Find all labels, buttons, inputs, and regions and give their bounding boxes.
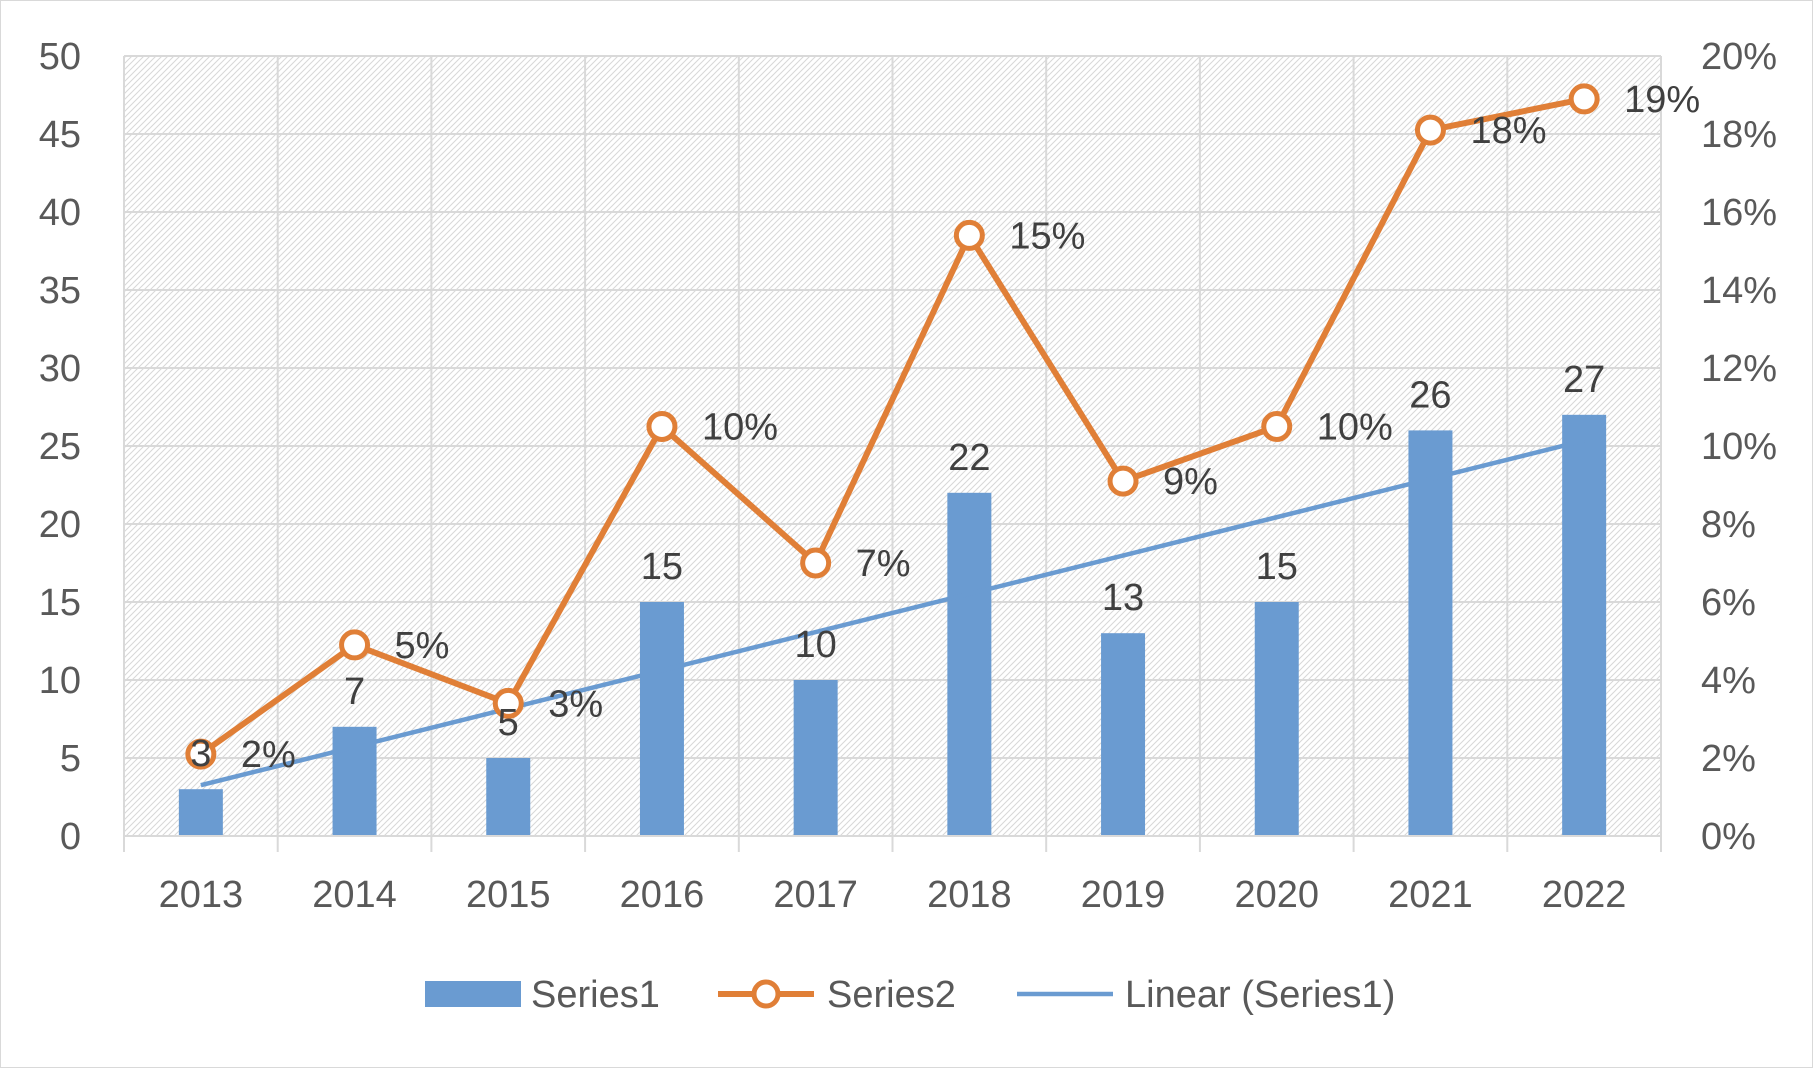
series2-marker	[1568, 83, 1600, 115]
x-axis-tick-label: 2022	[1542, 874, 1627, 916]
line-data-label: 10%	[702, 407, 778, 449]
left-axis-tick-label: 15	[39, 582, 81, 624]
x-axis-tick-label: 2017	[773, 874, 858, 916]
bar	[947, 492, 992, 836]
bar	[1408, 430, 1453, 836]
line-data-label: 2%	[241, 734, 296, 776]
series2-marker	[800, 547, 832, 579]
x-axis-tick-label: 2013	[159, 874, 244, 916]
bar-data-label: 26	[1409, 374, 1451, 416]
right-axis-tick-label: 14%	[1701, 270, 1777, 312]
right-axis-tick-label: 6%	[1701, 582, 1756, 624]
x-axis-tick-label: 2020	[1234, 874, 1319, 916]
right-axis-tick-label: 20%	[1701, 36, 1777, 78]
bar-data-label: 27	[1563, 359, 1605, 401]
left-axis-tick-label: 45	[39, 114, 81, 156]
left-axis-tick-label: 30	[39, 348, 81, 390]
line-data-label: 18%	[1470, 110, 1546, 152]
legend-label-series1: Series1	[531, 974, 660, 1016]
series2-line-layer	[185, 83, 1600, 770]
bar-data-label: 5	[498, 702, 519, 744]
x-axis-tick-label: 2018	[927, 874, 1012, 916]
line-data-label: 7%	[856, 543, 911, 585]
x-axis-tick-label: 2021	[1388, 874, 1473, 916]
axes: 0 0%5 2%10 4%15 6%20 8%25 10%30 12%35 14%40 16%45…	[39, 36, 1777, 916]
series2-marker	[185, 738, 217, 770]
bar	[793, 680, 838, 836]
bar-data-label: 22	[948, 437, 990, 479]
line-data-label: 5%	[395, 625, 450, 667]
bar-data-label: 15	[641, 546, 683, 588]
left-axis-tick-label: 35	[39, 270, 81, 312]
left-axis-tick-label: 50	[39, 36, 81, 78]
x-axis-tick-label: 2019	[1081, 874, 1166, 916]
series2-marker	[492, 687, 524, 719]
bar	[639, 602, 684, 836]
legend-swatch-series1	[425, 981, 521, 1007]
bar-data-label: 3	[190, 733, 211, 775]
bar-data-label: 13	[1102, 577, 1144, 619]
bar	[1562, 414, 1607, 836]
line-data-label: 9%	[1163, 461, 1218, 503]
left-axis-tick-label: 5	[60, 738, 81, 780]
right-axis-tick-label: 4%	[1701, 660, 1756, 702]
right-axis-tick-label: 2%	[1701, 738, 1756, 780]
line-data-label: 15%	[1009, 215, 1085, 257]
right-axis-tick-label: 8%	[1701, 504, 1756, 546]
legend-label-trendline: Linear (Series1)	[1125, 974, 1395, 1016]
line-data-label: 3%	[548, 683, 603, 725]
bar	[1101, 633, 1146, 836]
series2-line	[199, 95, 1585, 757]
right-axis-tick-label: 18%	[1701, 114, 1777, 156]
right-axis-tick-label: 12%	[1701, 348, 1777, 390]
left-axis-tick-label: 10	[39, 660, 81, 702]
left-axis-tick-label: 25	[39, 426, 81, 468]
bar	[1254, 602, 1299, 836]
legend-marker-series2	[751, 979, 781, 1009]
bar	[178, 789, 223, 836]
series2-marker	[1261, 411, 1293, 442]
right-axis-tick-label: 16%	[1701, 192, 1777, 234]
bar-data-label: 10	[795, 624, 837, 666]
trendline	[200, 438, 1585, 788]
right-axis-tick-label: 0%	[1701, 816, 1756, 858]
series2-marker	[1414, 114, 1446, 146]
left-axis-tick-label: 0	[60, 816, 81, 858]
trendline-layer	[200, 438, 1585, 788]
x-axis-tick-label: 2014	[312, 874, 397, 916]
gridlines	[123, 55, 1662, 836]
series2-marker	[1107, 465, 1139, 497]
left-axis-tick-label: 40	[39, 192, 81, 234]
series1-bars	[178, 414, 1607, 836]
bar	[486, 758, 531, 836]
x-axis-tick-label: 2015	[466, 874, 551, 916]
legend: Series1 Series2 Linear (Series1)	[425, 974, 1395, 1016]
series2-marker	[646, 411, 678, 442]
series2-marker	[953, 219, 985, 251]
line-data-label: 10%	[1317, 407, 1393, 449]
bar-data-label: 15	[1256, 546, 1298, 588]
left-axis-tick-label: 20	[39, 504, 81, 546]
legend-label-series2: Series2	[827, 974, 956, 1016]
bar-data-label: 7	[344, 671, 365, 713]
data-labels: 3 7 5 15 10 22 13 15 26 27 2% 5% 3% 10% 7% 15% 9% 10% 18% 1…	[190, 79, 1700, 776]
x-axis-tick-label: 2016	[620, 874, 705, 916]
series2-marker	[339, 629, 371, 661]
line-data-label: 19%	[1624, 79, 1700, 121]
right-axis-tick-label: 10%	[1701, 426, 1777, 468]
